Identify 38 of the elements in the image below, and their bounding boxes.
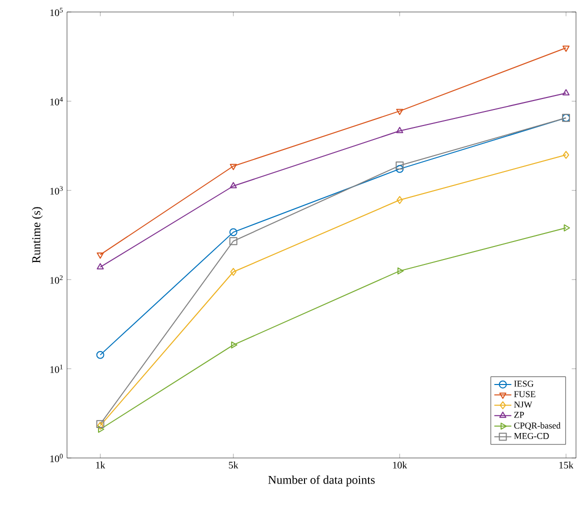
legend-label: NJW	[514, 402, 532, 408]
point	[396, 164, 404, 173]
point	[562, 46, 570, 52]
legend-label: ZP	[514, 412, 524, 418]
y-tick-label: 10$^{1}$	[50, 364, 63, 373]
point	[96, 350, 104, 359]
point	[396, 162, 404, 170]
point	[230, 182, 237, 188]
y-tick-label: 10$^{2}$	[50, 275, 63, 284]
point	[396, 126, 404, 134]
y-tick-label: 10$^{0}$	[50, 454, 63, 462]
y-axis-title: Runtime (s)	[32, 207, 43, 264]
x-axis-title: Number of data points	[268, 475, 375, 486]
y-tick-label: 10$^{5}$	[50, 8, 63, 16]
point	[230, 164, 237, 170]
point	[96, 263, 104, 270]
point	[396, 196, 403, 204]
point	[229, 237, 238, 246]
legend-label: MEG-CD	[514, 432, 549, 440]
point	[562, 89, 570, 96]
legend-label: IESG	[514, 380, 534, 387]
y-tick-label: 10$^{4}$	[50, 97, 63, 106]
point	[98, 426, 104, 433]
x-tick-label: 10k	[393, 461, 408, 469]
point	[229, 228, 238, 236]
point	[397, 267, 404, 274]
point	[230, 268, 236, 276]
x-tick-label: 15k	[559, 461, 574, 469]
point	[396, 108, 404, 116]
x-tick-label: 5k	[228, 461, 238, 469]
legend-label: FUSE	[514, 391, 536, 398]
point	[231, 341, 238, 348]
legend-label: CPQR-based	[514, 422, 561, 430]
point	[564, 224, 570, 232]
point	[96, 252, 104, 259]
x-tick-label: 1k	[96, 461, 106, 468]
point	[562, 150, 570, 159]
y-tick-label: 10$^{3}$	[50, 186, 63, 195]
